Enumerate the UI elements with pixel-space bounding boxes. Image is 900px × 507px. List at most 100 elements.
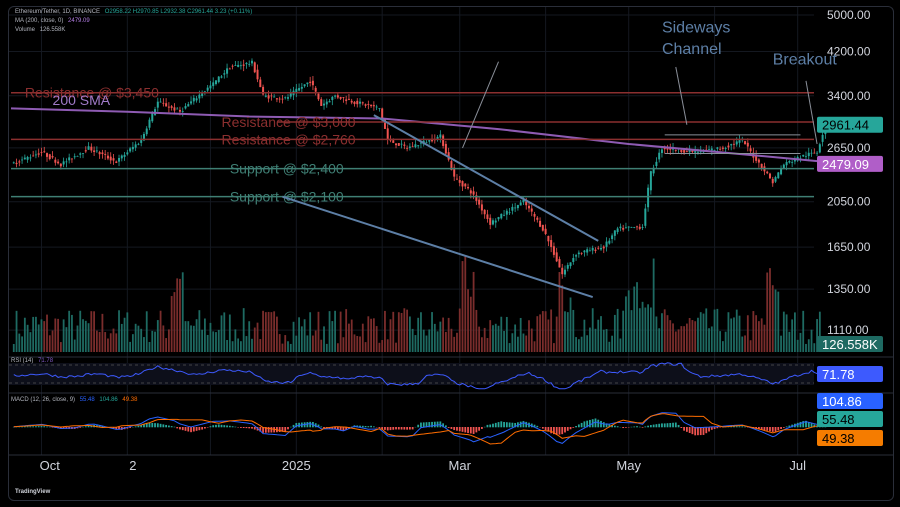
macd-histogram-bar — [118, 427, 120, 430]
macd-value-3: 49.38 — [122, 397, 138, 403]
volume-bar — [605, 329, 608, 352]
volume-bar — [577, 339, 580, 352]
volume-bar — [43, 321, 46, 352]
candle-body — [674, 150, 677, 151]
candle-body — [539, 220, 542, 227]
candle-body — [508, 212, 511, 214]
volume-bar — [145, 311, 148, 352]
candle-body — [59, 163, 62, 167]
volume-bar — [134, 323, 137, 352]
volume-bar — [76, 325, 79, 352]
macd-histogram-bar — [810, 423, 813, 428]
volume-bar — [273, 311, 276, 352]
volume-bar — [87, 323, 90, 352]
volume-bar — [760, 318, 763, 352]
candle-body — [577, 252, 580, 255]
macd-histogram-bar — [713, 427, 716, 429]
macd-histogram-bar — [544, 427, 547, 431]
candle-body — [511, 206, 514, 211]
x-tick-label: 2025 — [282, 458, 311, 473]
volume-bar — [658, 328, 661, 352]
candle-body — [18, 161, 21, 163]
candle-body — [68, 157, 71, 161]
macd-histogram-bar — [613, 425, 616, 428]
macd-histogram-bar — [46, 426, 48, 428]
candle-body — [156, 101, 159, 108]
candle-body — [198, 94, 201, 99]
y-tick-label: 1350.00 — [827, 282, 871, 296]
candle-body — [649, 171, 652, 191]
macd-histogram-bar — [494, 422, 497, 428]
macd-histogram-bar — [508, 422, 511, 428]
candle-body — [46, 153, 49, 157]
candle-body — [178, 109, 181, 112]
macd-histogram-bar — [231, 426, 234, 428]
candle-body — [708, 149, 711, 151]
volume-bar — [226, 340, 228, 352]
candle-body — [234, 65, 237, 66]
volume-bar — [51, 330, 54, 352]
volume-bar — [511, 333, 514, 352]
macd-histogram-bar — [663, 423, 666, 428]
candle-body — [140, 139, 143, 143]
macd-histogram-bar — [636, 426, 638, 428]
macd-histogram-bar — [217, 424, 220, 428]
candle-body — [530, 208, 533, 212]
macd-histogram-bar — [51, 427, 54, 428]
macd-histogram-bar — [400, 427, 403, 430]
macd-histogram-bar — [561, 427, 564, 435]
volume-bar — [489, 320, 492, 352]
macd-histogram-bar — [406, 427, 409, 430]
candle-body — [514, 207, 517, 209]
volume-bar — [98, 331, 101, 352]
volume-bar — [367, 316, 370, 352]
volume-bar — [766, 272, 769, 352]
macd-histogram-bar — [115, 427, 118, 430]
chart-svg[interactable]: 5000.00 4200.00 3400.00 2650.00 2050.00 1650.… — [9, 7, 893, 500]
volume-bar — [547, 319, 550, 352]
volume-bar — [638, 308, 641, 352]
candle-body — [40, 152, 43, 154]
macd-histogram-bar — [359, 425, 361, 428]
rsi-legend: RSI (14) 71.78 — [11, 358, 56, 364]
volume-bar — [497, 325, 500, 352]
candle-body — [583, 250, 586, 253]
volume-bar — [733, 317, 735, 352]
volume-bar — [48, 335, 51, 352]
y-tick-label: 5000.00 — [827, 8, 871, 22]
macd-histogram-bar — [59, 427, 62, 429]
candle-body — [372, 105, 375, 107]
macd-histogram-bar — [442, 423, 445, 428]
ma-info: MA (200, close, 0) 2479.09 — [15, 18, 93, 24]
chart-frame: { "header": { "symbol": "Ethereum/Tether… — [8, 6, 894, 501]
candle-body — [791, 161, 794, 163]
macd-histogram-bar — [536, 425, 539, 428]
volume-bar — [672, 323, 674, 352]
volume-bar — [350, 319, 353, 352]
macd-histogram-bar — [677, 424, 680, 428]
volume-bar — [23, 317, 26, 352]
candle-body — [425, 142, 428, 144]
volume-bar — [204, 318, 206, 352]
volume-bar — [478, 326, 481, 352]
macd-histogram-bar — [32, 426, 35, 428]
candle-body — [569, 262, 572, 267]
volume-bar — [212, 331, 215, 352]
macd-histogram-bar — [226, 425, 228, 428]
volume-bar — [591, 308, 594, 352]
candle-body — [450, 161, 453, 171]
volume-bar — [522, 333, 525, 352]
candle-body — [325, 101, 328, 105]
candle-body — [541, 224, 544, 231]
macd-histogram-bar — [242, 427, 245, 429]
macd-histogram-bar — [638, 426, 641, 428]
candle-body — [522, 200, 525, 203]
macd-histogram-bar — [370, 425, 372, 428]
candle-body — [821, 134, 824, 142]
volume-bar — [389, 319, 392, 352]
volume-bar — [661, 313, 663, 352]
volume-label: Volume — [15, 27, 36, 33]
candle-body — [804, 156, 807, 158]
candle-body — [273, 96, 276, 98]
candle-body — [242, 64, 245, 66]
